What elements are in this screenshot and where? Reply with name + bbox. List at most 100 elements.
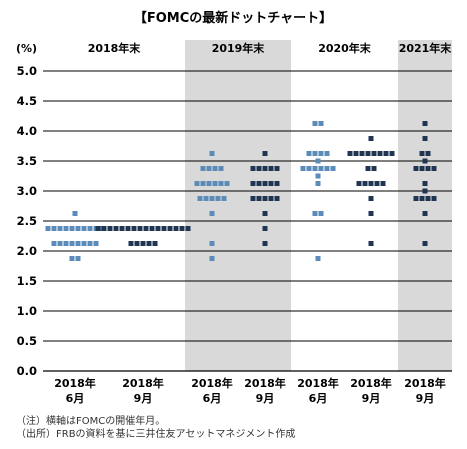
x-tick-year: 2018年 <box>350 376 392 390</box>
dot-mark <box>377 151 383 156</box>
y-axis-label: (%) <box>16 42 37 55</box>
dot-mark <box>51 241 57 246</box>
dot-mark <box>63 241 69 246</box>
dot-mark <box>218 181 224 186</box>
dot-mark <box>224 181 230 186</box>
dot-mark <box>221 196 227 201</box>
dot-mark <box>268 196 274 201</box>
dot-mark <box>93 241 99 246</box>
dot-mark <box>146 241 152 246</box>
x-tick-year: 2018年 <box>191 376 233 390</box>
dot-mark <box>413 196 419 201</box>
dot-mark <box>51 226 57 231</box>
x-tick-year: 2018年 <box>297 376 339 390</box>
dot-mark <box>422 121 428 126</box>
x-tick-year: 2018年 <box>122 376 164 390</box>
chart-title: 【FOMCの最新ドットチャート】 <box>134 10 332 26</box>
dot-mark <box>212 181 218 186</box>
dot-mark <box>425 166 431 171</box>
dot-mark <box>209 211 215 216</box>
x-tick-month: 9月 <box>134 392 153 405</box>
dot-mark <box>274 166 280 171</box>
dot-mark <box>380 181 386 186</box>
x-tick-month: 6月 <box>66 392 85 405</box>
dot-mark <box>368 181 374 186</box>
highlight-band <box>185 40 291 371</box>
dot-mark <box>45 226 51 231</box>
dot-mark <box>128 241 134 246</box>
dot-mark <box>134 241 140 246</box>
dot-mark <box>155 226 161 231</box>
dot-mark <box>209 241 215 246</box>
y-tick-label: 1.0 <box>17 304 37 318</box>
dot-mark <box>137 226 143 231</box>
dot-mark <box>125 226 131 231</box>
dot-mark <box>312 166 318 171</box>
dot-mark <box>256 166 262 171</box>
dot-mark <box>262 196 268 201</box>
dot-mark <box>274 181 280 186</box>
y-tick-label: 5.0 <box>17 64 37 78</box>
dot-mark <box>318 121 324 126</box>
dot-mark <box>365 166 371 171</box>
dot-mark <box>413 166 419 171</box>
dot-mark <box>131 226 137 231</box>
dot-mark <box>209 151 215 156</box>
dot-mark <box>324 151 330 156</box>
dot-mark <box>250 166 256 171</box>
y-tick-label: 4.0 <box>17 124 37 138</box>
dot-mark <box>422 211 428 216</box>
dot-mark <box>422 158 428 164</box>
source-text: （出所）FRBの資料を基に三井住友アセットマネジメント作成 <box>16 427 295 440</box>
dot-mark <box>152 241 158 246</box>
group-label: 2019年末 <box>212 41 266 55</box>
x-tick-year: 2018年 <box>54 376 96 390</box>
x-tick-year: 2018年 <box>404 376 446 390</box>
dot-mark <box>63 226 69 231</box>
dot-mark <box>206 181 212 186</box>
dot-mark <box>347 151 353 156</box>
dot-mark <box>324 166 330 171</box>
dot-mark <box>185 226 191 231</box>
y-tick-label: 2.5 <box>17 214 37 228</box>
dot-mark <box>75 226 81 231</box>
dot-mark <box>262 151 268 156</box>
dot-mark <box>75 256 81 261</box>
group-label: 2018年末 <box>88 41 142 55</box>
highlight-band <box>398 40 452 371</box>
dot-mark <box>149 226 155 231</box>
y-tick-label: 4.5 <box>17 94 37 108</box>
dot-mark <box>87 241 93 246</box>
dot-mark <box>179 226 185 231</box>
dot-mark <box>315 158 321 164</box>
dot-mark <box>374 181 380 186</box>
dot-mark <box>422 181 428 186</box>
dot-mark <box>69 256 75 261</box>
dot-mark <box>256 196 262 201</box>
dot-mark <box>383 151 389 156</box>
dot-mark <box>330 166 336 171</box>
dot-mark <box>218 166 224 171</box>
dot-mark <box>431 196 437 201</box>
dot-mark <box>371 151 377 156</box>
dot-mark <box>368 241 374 246</box>
dot-mark <box>368 136 374 141</box>
dot-mark <box>368 196 374 201</box>
y-tick-label: 3.5 <box>17 154 37 168</box>
y-tick-label: 0.0 <box>17 364 37 378</box>
dot-mark <box>312 211 318 216</box>
dot-mark <box>87 226 93 231</box>
dot-mark <box>250 181 256 186</box>
dot-mark <box>356 181 362 186</box>
dot-mark <box>425 196 431 201</box>
y-tick-label: 2.0 <box>17 244 37 258</box>
dot-mark <box>57 226 63 231</box>
dot-mark <box>173 226 179 231</box>
dot-mark <box>274 196 280 201</box>
dot-mark <box>300 166 306 171</box>
dot-mark <box>359 151 365 156</box>
dot-mark <box>306 151 312 156</box>
x-tick-year: 2018年 <box>244 376 286 390</box>
dot-mark <box>200 181 206 186</box>
